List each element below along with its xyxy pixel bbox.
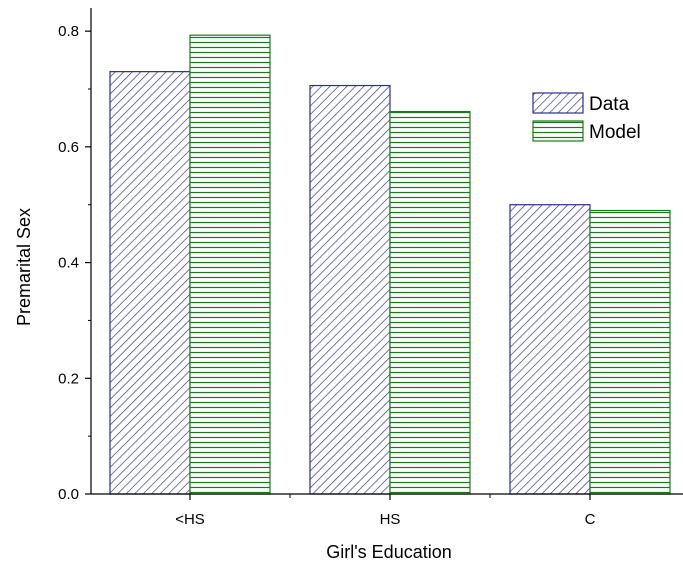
bar-data-2 xyxy=(309,84,391,495)
y-tick-label: 0.2 xyxy=(58,370,79,387)
y-tick-label: 0.4 xyxy=(58,255,79,272)
legend-swatch-model xyxy=(532,120,584,142)
y-tick-label: 0.6 xyxy=(58,139,79,156)
legend: Data Model xyxy=(532,92,641,143)
y-axis-title: Premarital Sex xyxy=(14,208,34,326)
x-tick-label: <HS xyxy=(175,511,205,528)
bars-group xyxy=(109,34,671,495)
legend-label-model: Model xyxy=(589,122,641,143)
legend-label-data: Data xyxy=(589,94,630,115)
bar-model-3 xyxy=(589,209,671,495)
y-tick-label: 0.8 xyxy=(58,23,79,40)
bar-data-1 xyxy=(109,71,191,495)
x-tick-label: C xyxy=(585,511,596,528)
axes-group: 0.0 0.2 0.4 0.6 0.8 <HS HS C xyxy=(58,8,683,528)
bar-model-1 xyxy=(189,34,271,495)
bar-model-2 xyxy=(389,110,471,495)
bar-data-3 xyxy=(509,204,591,495)
x-axis-title: Girl's Education xyxy=(326,542,452,562)
x-tick-label: HS xyxy=(380,511,401,528)
legend-swatch-data xyxy=(532,92,584,114)
y-tick-label: 0.0 xyxy=(58,486,79,503)
